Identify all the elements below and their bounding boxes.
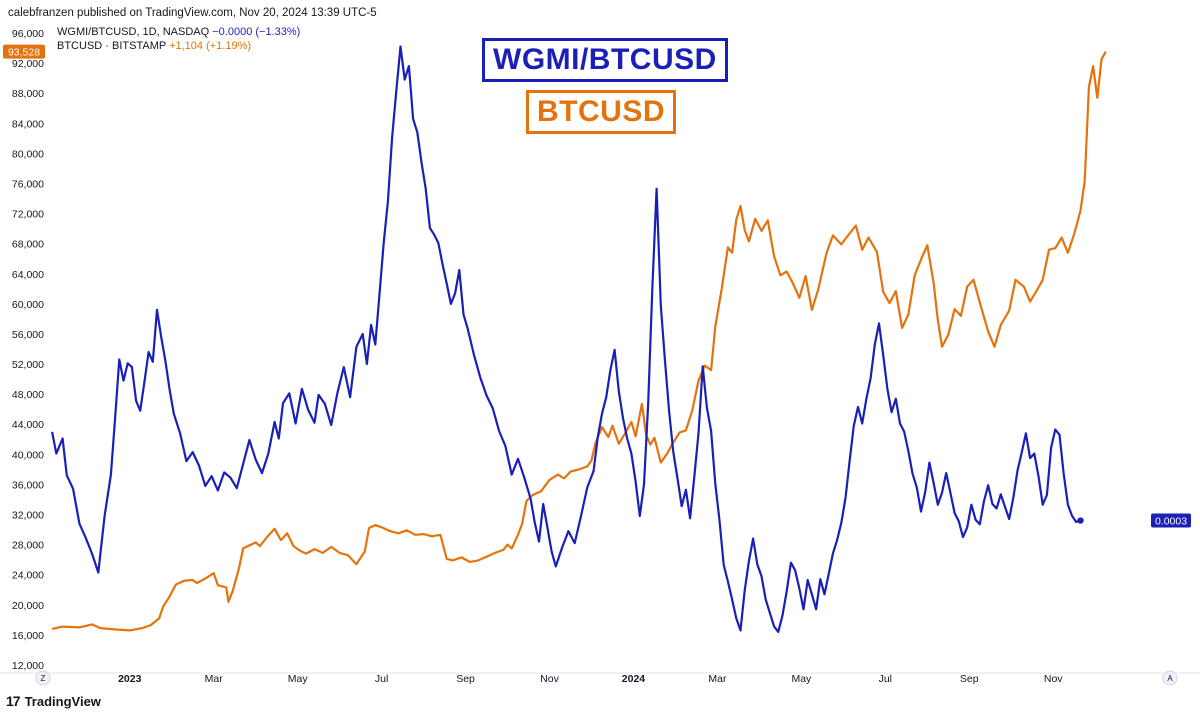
y-tick-label: 52,000 [12, 359, 44, 371]
btc-annotation-box: BTCUSD [526, 90, 676, 134]
x-tick-label: Nov [540, 673, 559, 685]
x-tick-label: May [288, 673, 309, 685]
legend-row-wgmi[interactable]: WGMI/BTCUSD, 1D, NASDAQ −0.0000 (−1.33%) [57, 25, 300, 39]
y-tick-label: 28,000 [12, 540, 44, 552]
tradingview-logo-text: TradingView [24, 693, 101, 709]
y-tick-label: 60,000 [12, 299, 44, 311]
legend-row-btc[interactable]: BTCUSD · BITSTAMP +1,104 (+1.19%) [57, 39, 300, 53]
btcusd-series-line[interactable] [51, 51, 1107, 632]
x-tick-label: Mar [205, 673, 224, 685]
y-tick-label: 84,000 [12, 118, 44, 130]
x-tick-label: May [791, 673, 812, 685]
y-tick-label: 88,000 [12, 88, 44, 100]
wgmi-annotation-box: WGMI/BTCUSD [482, 38, 728, 82]
svg-text:A: A [1167, 674, 1173, 683]
y-tick-label: 96,000 [12, 28, 44, 40]
tradingview-logo[interactable]: 17 TradingView [6, 693, 101, 709]
legend-btc-name: BTCUSD · BITSTAMP [57, 40, 166, 52]
legend-wgmi-name: WGMI/BTCUSD, 1D, NASDAQ [57, 26, 210, 38]
btc-last-value-label: 93,528 [8, 47, 40, 59]
y-tick-label: 64,000 [12, 269, 44, 281]
y-tick-label: 20,000 [12, 600, 44, 612]
y-tick-label: 56,000 [12, 329, 44, 341]
y-tick-label: 16,000 [12, 630, 44, 642]
y-tick-label: 32,000 [12, 510, 44, 522]
x-axis-ticks: 2023 Mar May Jul Sep Nov 2024 Mar May Jul Sep Nov Z A [35, 670, 1178, 686]
corner-right-icon[interactable]: A [1162, 670, 1178, 686]
wgmi-last-value-tag [1151, 513, 1191, 528]
series-legend: WGMI/BTCUSD, 1D, NASDAQ −0.0000 (−1.33%)… [57, 25, 300, 53]
tradingview-mark-icon: 17 [6, 693, 21, 709]
y-tick-label: 76,000 [12, 178, 44, 190]
x-tick-label: Mar [708, 673, 727, 685]
x-tick-label: 2024 [622, 673, 646, 685]
corner-left-icon[interactable]: Z [35, 670, 51, 686]
y-tick-label: 72,000 [12, 209, 44, 221]
legend-btc-change: +1,104 (+1.19%) [169, 40, 252, 52]
legend-wgmi-change: −0.0000 (−1.33%) [212, 26, 301, 38]
series-layer [51, 45, 1107, 633]
y-axis-ticks: 96,000 92,000 88,000 84,000 80,000 76,000 72,0… [12, 28, 44, 672]
y-tick-label: 12,000 [12, 660, 44, 672]
wgmi-last-point-marker [1077, 517, 1084, 524]
y-tick-label: 36,000 [12, 479, 44, 491]
x-tick-label: 2023 [118, 673, 142, 685]
wgmi-last-value-label: 0.0003 [1155, 516, 1187, 528]
x-tick-label: Sep [960, 673, 979, 685]
x-tick-label: Jul [375, 673, 388, 685]
y-tick-label: 48,000 [12, 389, 44, 401]
btc-last-value-tag [3, 44, 45, 59]
x-tick-label: Sep [456, 673, 475, 685]
y-tick-label: 68,000 [12, 239, 44, 251]
y-tick-label: 80,000 [12, 148, 44, 160]
svg-text:Z: Z [41, 674, 46, 683]
y-tick-label: 24,000 [12, 570, 44, 582]
y-tick-label: 44,000 [12, 419, 44, 431]
y-tick-label: 92,000 [12, 58, 44, 70]
x-tick-label: Jul [879, 673, 892, 685]
published-header: calebfranzen published on TradingView.co… [8, 7, 377, 19]
y-tick-label: 40,000 [12, 449, 44, 461]
wgmi-btcusd-series-line[interactable] [51, 45, 1081, 633]
price-labels: 93,528 0.0003 [3, 44, 1191, 528]
x-tick-label: Nov [1044, 673, 1063, 685]
